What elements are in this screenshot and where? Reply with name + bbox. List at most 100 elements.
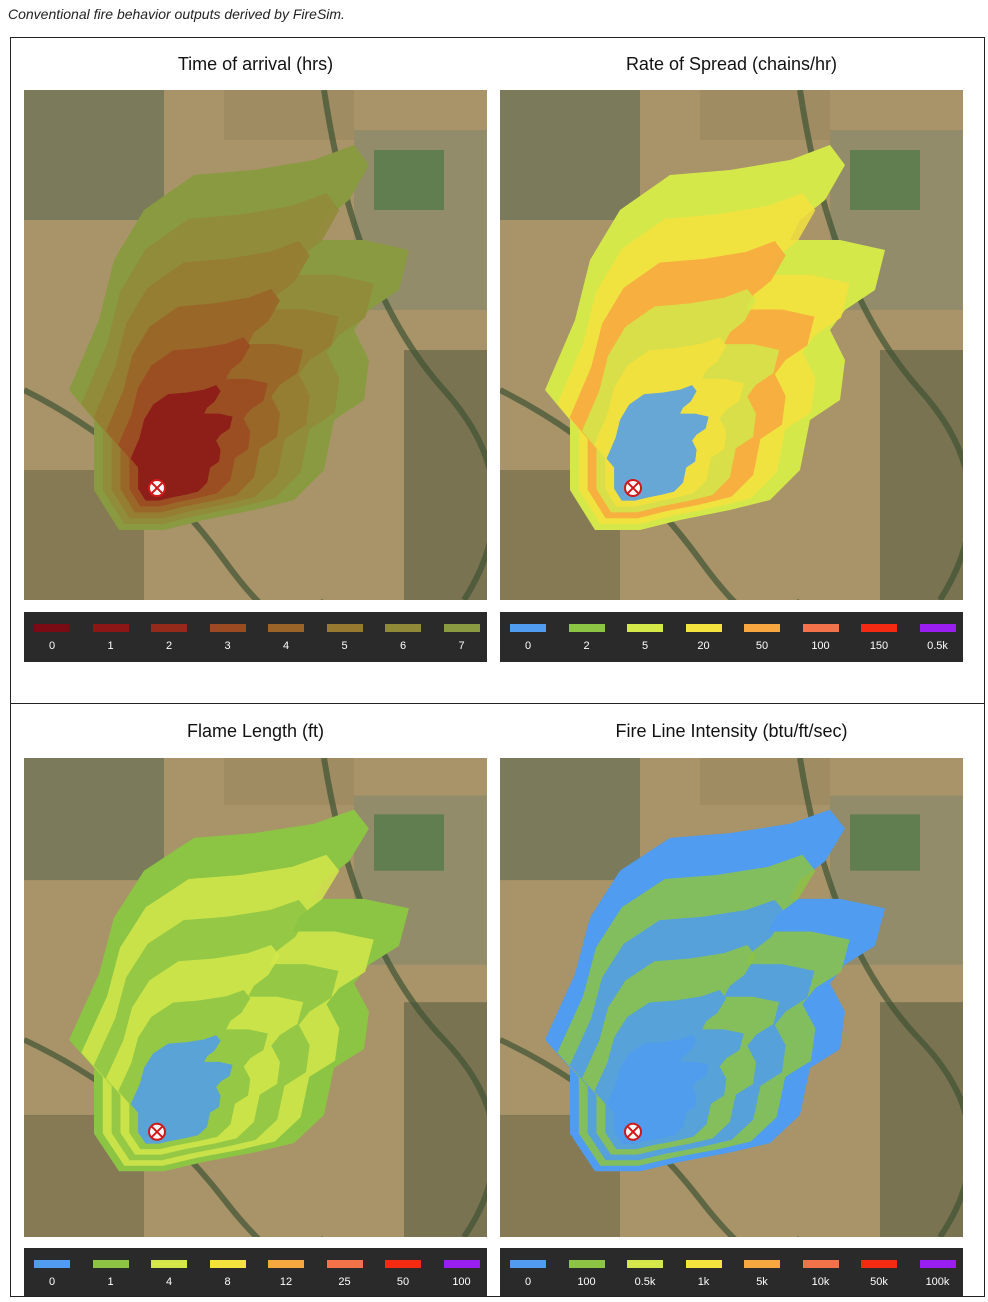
terrain-patch (700, 758, 830, 805)
legend-label: 100k (925, 1276, 950, 1288)
legend-label: 4 (165, 1276, 173, 1288)
panel-title: Rate of Spread (chains/hr) (625, 54, 838, 74)
terrain-patch (700, 90, 830, 140)
stream (500, 1037, 800, 1237)
terrain-patch (24, 758, 164, 881)
legend-label: 0 (48, 640, 56, 652)
legend-label: 150 (869, 640, 889, 652)
legend-swatch (802, 1260, 839, 1268)
legend-label: 100 (452, 1276, 471, 1288)
legend-swatch (151, 624, 187, 632)
terrain-patch (500, 90, 640, 220)
terrain-patch (374, 814, 444, 871)
legend-swatch (861, 624, 897, 632)
caption: Conventional fire behavior outputs deriv… (8, 6, 345, 22)
map (500, 758, 963, 1237)
legend-swatch (627, 1260, 663, 1268)
legend-swatch (151, 1260, 187, 1268)
legend-label: 1 (107, 640, 114, 652)
ignition-cross (627, 482, 639, 494)
panel-title: Flame Length (ft) (186, 721, 325, 741)
ignition-cross (627, 1126, 639, 1138)
fire-zone (606, 385, 709, 501)
legend: 0 1 4 8 12 25 50 100 (24, 1248, 487, 1296)
legend-swatch (385, 1260, 421, 1268)
terrain-patch (500, 758, 640, 881)
terrain-patch (850, 150, 920, 210)
terrain-patch (24, 90, 164, 220)
legend-swatch (385, 624, 421, 632)
legend-label: 10k (811, 1276, 830, 1288)
legend-label: 0.5k (927, 640, 948, 652)
legend-swatch (510, 1260, 546, 1268)
legend-label: 6 (399, 640, 407, 652)
legend-swatch (92, 624, 129, 632)
legend-label: 5 (641, 640, 649, 652)
legend-label: 2 (583, 640, 590, 652)
legend-label: 4 (282, 640, 290, 652)
terrain-patch (224, 758, 354, 805)
legend-label: 0 (524, 640, 532, 652)
legend-label: 2 (165, 640, 173, 652)
legend: 0 100 0.5k 1k 5k 10k 50k 100k (500, 1248, 963, 1296)
legend-swatch (685, 1260, 722, 1268)
legend: 0 1 2 3 4 5 6 7 (24, 612, 487, 662)
legend-label: 1k (697, 1276, 710, 1288)
legend-swatch (34, 624, 70, 632)
stream (24, 1037, 324, 1237)
stream (500, 387, 800, 600)
frame (10, 37, 985, 1297)
fire-zone (130, 1035, 233, 1144)
legend-label: 8 (224, 1276, 231, 1288)
legend-label: 0 (48, 1276, 56, 1288)
legend-swatch (268, 1260, 304, 1268)
legend-swatch (568, 624, 605, 632)
legend-label: 0 (524, 1276, 532, 1288)
legend-label: 50 (755, 640, 769, 652)
legend-swatch (443, 624, 480, 632)
ignition-cross (151, 1126, 163, 1138)
legend-label: 1 (107, 1276, 114, 1288)
legend-swatch (34, 1260, 70, 1268)
legend-label: 5 (341, 640, 348, 652)
legend-label: 0.5k (634, 1276, 656, 1288)
legend-swatch (326, 624, 363, 632)
legend-label: 5k (756, 1276, 768, 1288)
legend-swatch (568, 1260, 605, 1268)
legend-swatch (92, 1260, 129, 1268)
legend-label: 25 (338, 1276, 351, 1288)
legend-label: 100 (811, 640, 830, 652)
divider (10, 703, 985, 704)
map (500, 90, 963, 600)
stream (24, 387, 324, 600)
ignition-cross (151, 482, 163, 494)
legend-swatch (510, 624, 546, 632)
panel-title: Time of arrival (hrs) (177, 54, 334, 74)
legend-swatch (919, 1260, 956, 1268)
legend-label: 3 (224, 640, 231, 652)
legend-label: 100 (577, 1276, 596, 1288)
legend-swatch (744, 1260, 780, 1268)
legend-swatch (627, 624, 663, 632)
legend-label: 50 (396, 1276, 410, 1288)
legend-swatch (443, 1260, 480, 1268)
legend-swatch (861, 1260, 897, 1268)
legend-swatch (919, 624, 956, 632)
fire-zone (606, 1035, 709, 1144)
legend-label: 20 (697, 640, 710, 652)
legend-swatch (685, 624, 722, 632)
map (24, 90, 487, 600)
map (24, 758, 487, 1237)
legend-label: 7 (458, 640, 465, 652)
legend-swatch (268, 624, 304, 632)
legend-swatch (744, 624, 780, 632)
legend: 0 2 5 20 50 100 150 0.5k (500, 612, 963, 662)
legend-label: 50k (870, 1276, 888, 1288)
legend-swatch (209, 624, 246, 632)
legend-swatch (802, 624, 839, 632)
terrain-patch (224, 90, 354, 140)
legend-label: 12 (279, 1276, 293, 1288)
terrain-patch (374, 150, 444, 210)
terrain-patch (850, 814, 920, 871)
